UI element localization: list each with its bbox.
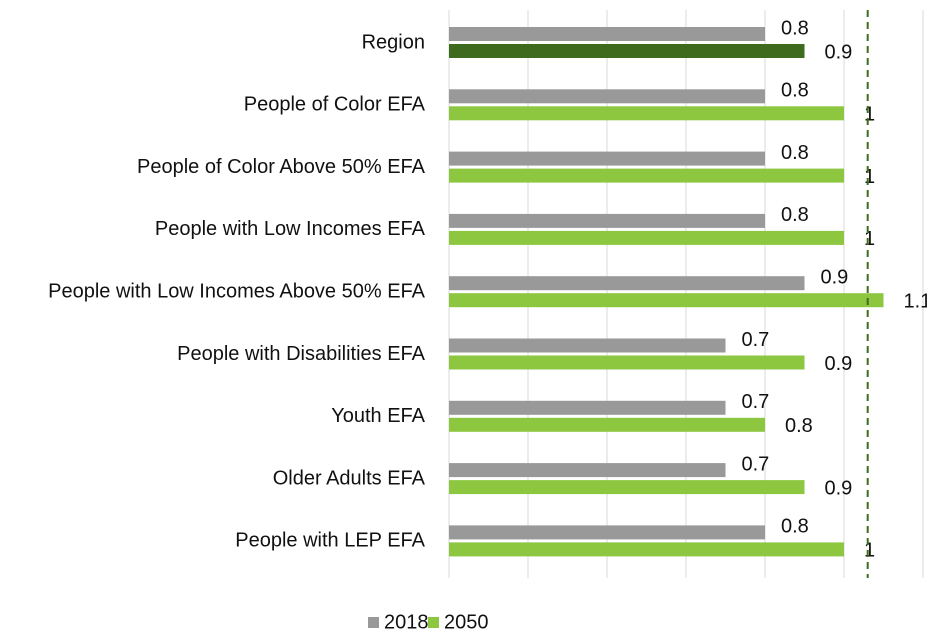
bar — [449, 480, 805, 494]
category-label: People with Low Incomes Above 50% EFA — [48, 280, 426, 302]
value-label: 0.9 — [825, 477, 853, 499]
bar — [449, 401, 726, 415]
bar — [449, 463, 726, 477]
category-label: People with Low Incomes EFA — [155, 218, 426, 240]
value-label: 0.9 — [825, 353, 853, 375]
bar — [449, 89, 765, 103]
bar — [449, 169, 844, 183]
value-label: 1 — [864, 104, 875, 126]
category-label: People of Color Above 50% EFA — [137, 156, 426, 178]
value-label: 0.7 — [742, 453, 770, 475]
bar — [449, 231, 844, 245]
bar — [449, 152, 765, 166]
value-label: 0.8 — [781, 516, 809, 538]
value-label: 1 — [864, 540, 875, 562]
legend-swatch — [368, 617, 379, 628]
bar — [449, 27, 765, 41]
value-label: 0.7 — [742, 391, 770, 413]
category-label: Region — [362, 31, 425, 53]
bar — [449, 44, 805, 58]
bar — [449, 525, 765, 539]
value-label: 0.8 — [781, 80, 809, 102]
category-label: People with Disabilities EFA — [177, 343, 426, 365]
value-label: 0.7 — [742, 329, 770, 351]
value-label: 0.9 — [825, 41, 853, 63]
value-label: 0.8 — [781, 142, 809, 164]
value-label: 0.8 — [781, 204, 809, 226]
legend-label: 2018 — [384, 611, 429, 633]
value-label: 1 — [864, 228, 875, 250]
legend-swatch — [428, 617, 439, 628]
bar — [449, 339, 726, 353]
bar — [449, 276, 805, 290]
bar — [449, 293, 884, 307]
value-label: 1 — [864, 166, 875, 188]
value-label: 0.9 — [821, 266, 849, 288]
category-label: Older Adults EFA — [273, 467, 426, 489]
category-label: Youth EFA — [331, 405, 425, 427]
bar — [449, 542, 844, 556]
bar — [449, 214, 765, 228]
bar — [449, 106, 844, 120]
category-label: People of Color EFA — [244, 94, 426, 116]
category-label: People with LEP EFA — [235, 530, 425, 552]
value-label: 1.1 — [904, 290, 927, 312]
value-label: 0.8 — [781, 17, 809, 39]
bar — [449, 418, 765, 432]
bar — [449, 356, 805, 370]
legend-label: 2050 — [444, 611, 489, 633]
value-label: 0.8 — [785, 415, 813, 437]
